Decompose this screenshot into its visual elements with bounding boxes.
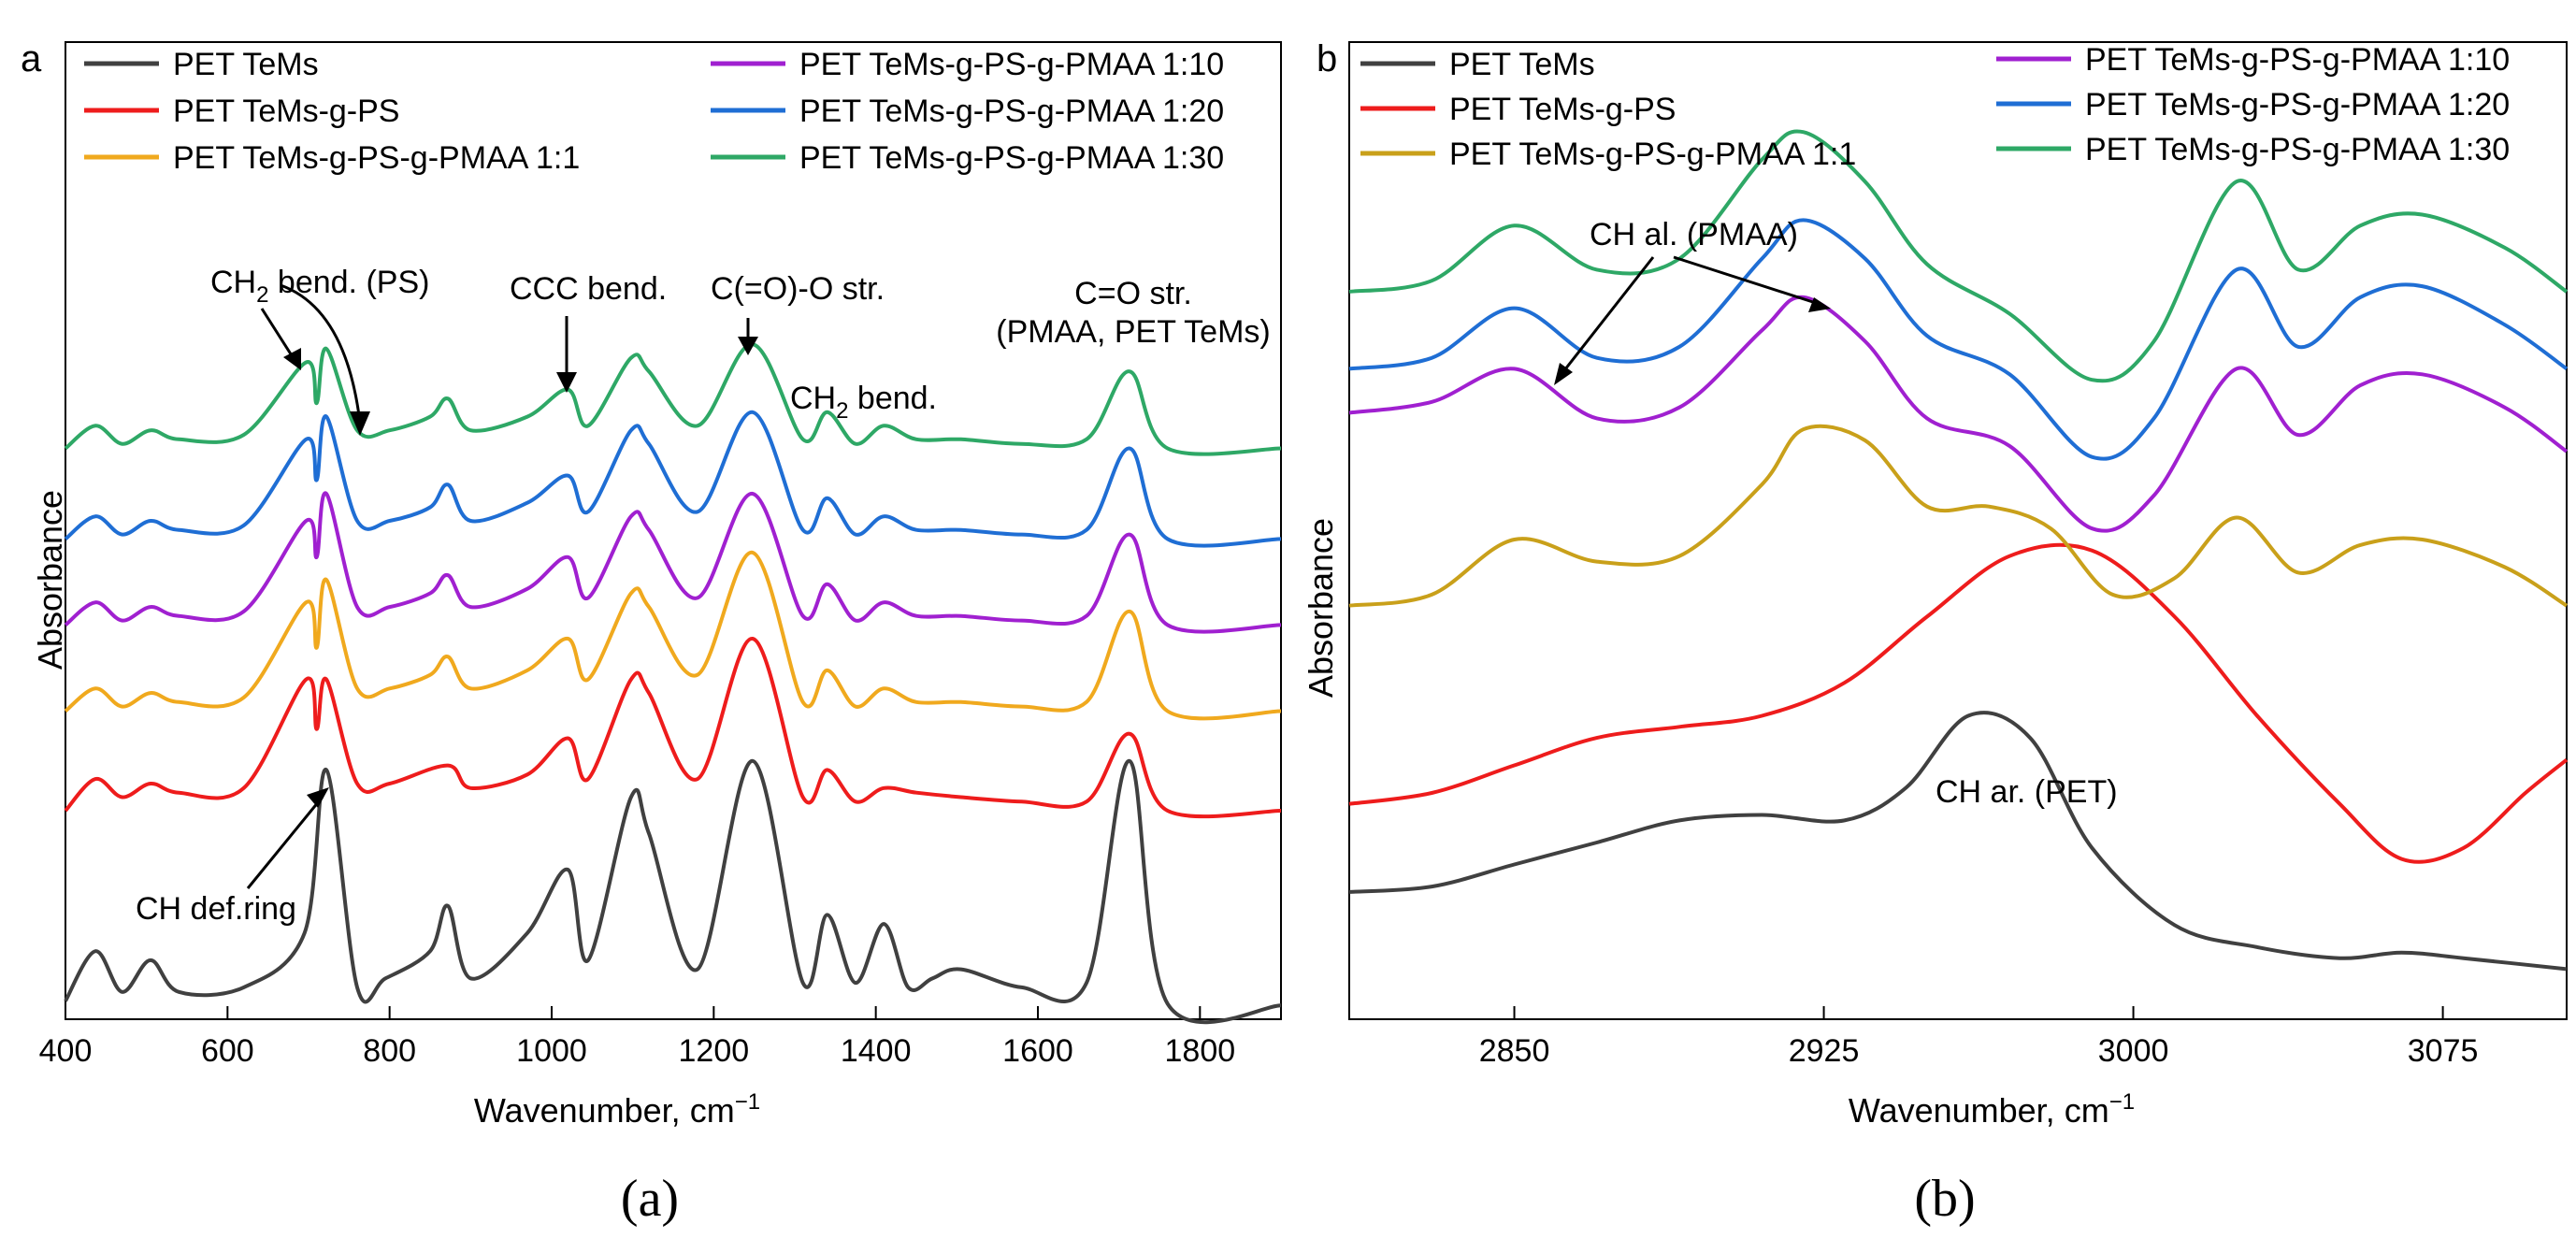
series-line-4 [64, 491, 1282, 634]
series-line-1 [64, 758, 1282, 1025]
legend-item: PET TeMs-g-PS-g-PMAA 1:1 [1360, 137, 1856, 172]
x-tick-label: 2925 [1789, 1033, 1860, 1069]
series-line-3 [64, 550, 1282, 721]
legend-label: PET TeMs-g-PS-g-PMAA 1:10 [799, 47, 1224, 82]
x-tick-label: 1600 [1002, 1033, 1073, 1069]
legend-item: PET TeMs-g-PS [1360, 92, 1676, 127]
arrowhead-5 [307, 787, 329, 808]
panel-b-arrowheads [1554, 297, 1831, 385]
panel-b-series [1348, 129, 2569, 972]
legend-item: PET TeMs-g-PS-g-PMAA 1:10 [1996, 42, 2510, 78]
legend-label: PET TeMs-g-PS-g-PMAA 1:1 [1449, 137, 1856, 172]
annotation-ccc-bend: CCC bend. [510, 271, 667, 307]
panel-a-x-ticks: 400 600 800 1000 1200 1400 1600 1800 [39, 1006, 1236, 1069]
legend-label: PET TeMs [1449, 47, 1595, 82]
series-line-6 [1348, 129, 2569, 383]
legend-item: PET TeMs [84, 47, 319, 82]
arrow-ch-def [246, 796, 324, 889]
annotation-ch2-bend: CH2 bend. [790, 381, 937, 424]
panel-a-arrowheads [283, 337, 758, 808]
panel-b-xlabel: Wavenumber, cm−1 [1849, 1089, 2135, 1130]
arrowhead-1 [283, 348, 301, 370]
series-line-6 [64, 342, 1282, 456]
series-line-2 [1348, 542, 2569, 864]
panel-a-frame [65, 41, 1282, 1020]
x-tick-label: 1400 [841, 1033, 912, 1069]
panel-b-legend: PET TeMs PET TeMs-g-PS PET TeMs-g-PS-g-PMA… [1360, 42, 2510, 172]
legend-item: PET TeMs-g-PS-g-PMAA 1:20 [1996, 87, 2510, 122]
x-tick-label: 1200 [679, 1033, 750, 1069]
legend-label: PET TeMs-g-PS [1449, 92, 1676, 127]
series-line-2 [64, 637, 1282, 819]
x-tick-label: 600 [201, 1033, 254, 1069]
x-tick-label: 3075 [2408, 1033, 2479, 1069]
series-line-5 [1348, 218, 2569, 461]
legend-label: PET TeMs-g-PS-g-PMAA 1:20 [2085, 87, 2510, 122]
panel-a-xlabel: Wavenumber, cm−1 [474, 1089, 760, 1130]
legend-item: PET TeMs-g-PS-g-PMAA 1:30 [1996, 132, 2510, 167]
series-line-3 [1348, 424, 2569, 608]
arrowhead-4 [738, 337, 758, 355]
caption-b: (b) [1914, 1170, 1975, 1228]
panel-b-x-ticks: 2850 2925 3000 3075 [1479, 1006, 2479, 1069]
arrowhead-b1 [1554, 363, 1573, 385]
legend-item: PET TeMs-g-PS [84, 94, 399, 129]
x-tick-label: 1000 [516, 1033, 587, 1069]
legend-label: PET TeMs [173, 47, 319, 82]
annotation-ch-ar-pet: CH ar. (PET) [1936, 774, 2118, 810]
arrow-ch-al-2 [1673, 255, 1820, 306]
panel-b-ylabel: Absorbance [1302, 518, 1340, 698]
x-tick-label: 400 [39, 1033, 93, 1069]
legend-label: PET TeMs-g-PS-g-PMAA 1:10 [2085, 42, 2510, 78]
x-tick-label: 2850 [1479, 1033, 1550, 1069]
x-tick-label: 800 [363, 1033, 416, 1069]
series-line-5 [64, 410, 1282, 548]
panel-b-frame [1348, 41, 2568, 1020]
panel-a-label: a [21, 38, 42, 79]
caption-a: (a) [621, 1170, 679, 1228]
arrowhead-b2 [1808, 297, 1831, 312]
panel-a-series [64, 342, 1282, 1025]
arrowhead-2 [350, 411, 370, 436]
series-line-4 [1348, 295, 2569, 533]
annotation-c-o-str: C=O str. [1074, 276, 1192, 311]
legend-item: PET TeMs-g-PS-g-PMAA 1:10 [711, 47, 1224, 82]
panel-b-arrows [1560, 255, 1820, 375]
panel-b: b 2850 2925 3000 3075 PET TeMs PET TeMs-g-PS… [1302, 38, 2569, 1130]
arrow-ch2-ps-1 [260, 308, 296, 361]
panel-a: a 400 600 800 1000 1200 1400 1600 1800 PET TeMs… [21, 38, 1282, 1130]
panel-b-label: b [1317, 38, 1337, 79]
annotation-ch2-bend-ps: CH2 bend. (PS) [210, 265, 429, 308]
legend-item: PET TeMs [1360, 47, 1595, 82]
x-tick-label: 3000 [2098, 1033, 2169, 1069]
annotation-pmaa-pet-temsp: (PMAA, PET TeMs) [996, 314, 1270, 350]
annotation-ch-al-pmaa: CH al. (PMAA) [1590, 217, 1798, 252]
legend-label: PET TeMs-g-PS [173, 94, 399, 129]
annotation-ch-def-ring: CH def.ring [136, 891, 296, 927]
legend-label: PET TeMs-g-PS-g-PMAA 1:30 [799, 140, 1224, 176]
x-tick-label: 1800 [1165, 1033, 1236, 1069]
legend-label: PET TeMs-g-PS-g-PMAA 1:20 [799, 94, 1224, 129]
arrow-ch-al-1 [1560, 256, 1655, 375]
arrow-ch2-ps-2 [280, 283, 362, 424]
legend-item: PET TeMs-g-PS-g-PMAA 1:30 [711, 140, 1224, 176]
annotation-c-o-o-str: C(=O)-O str. [711, 271, 885, 307]
panel-a-legend: PET TeMs PET TeMs-g-PS PET TeMs-g-PS-g-PMA… [84, 47, 1224, 176]
legend-label: PET TeMs-g-PS-g-PMAA 1:30 [2085, 132, 2510, 167]
legend-label: PET TeMs-g-PS-g-PMAA 1:1 [173, 140, 580, 176]
arrowhead-3 [556, 372, 577, 393]
legend-item: PET TeMs-g-PS-g-PMAA 1:1 [84, 140, 580, 176]
legend-item: PET TeMs-g-PS-g-PMAA 1:20 [711, 94, 1224, 129]
panel-a-ylabel: Absorbance [31, 490, 69, 670]
series-line-1 [1348, 711, 2568, 972]
